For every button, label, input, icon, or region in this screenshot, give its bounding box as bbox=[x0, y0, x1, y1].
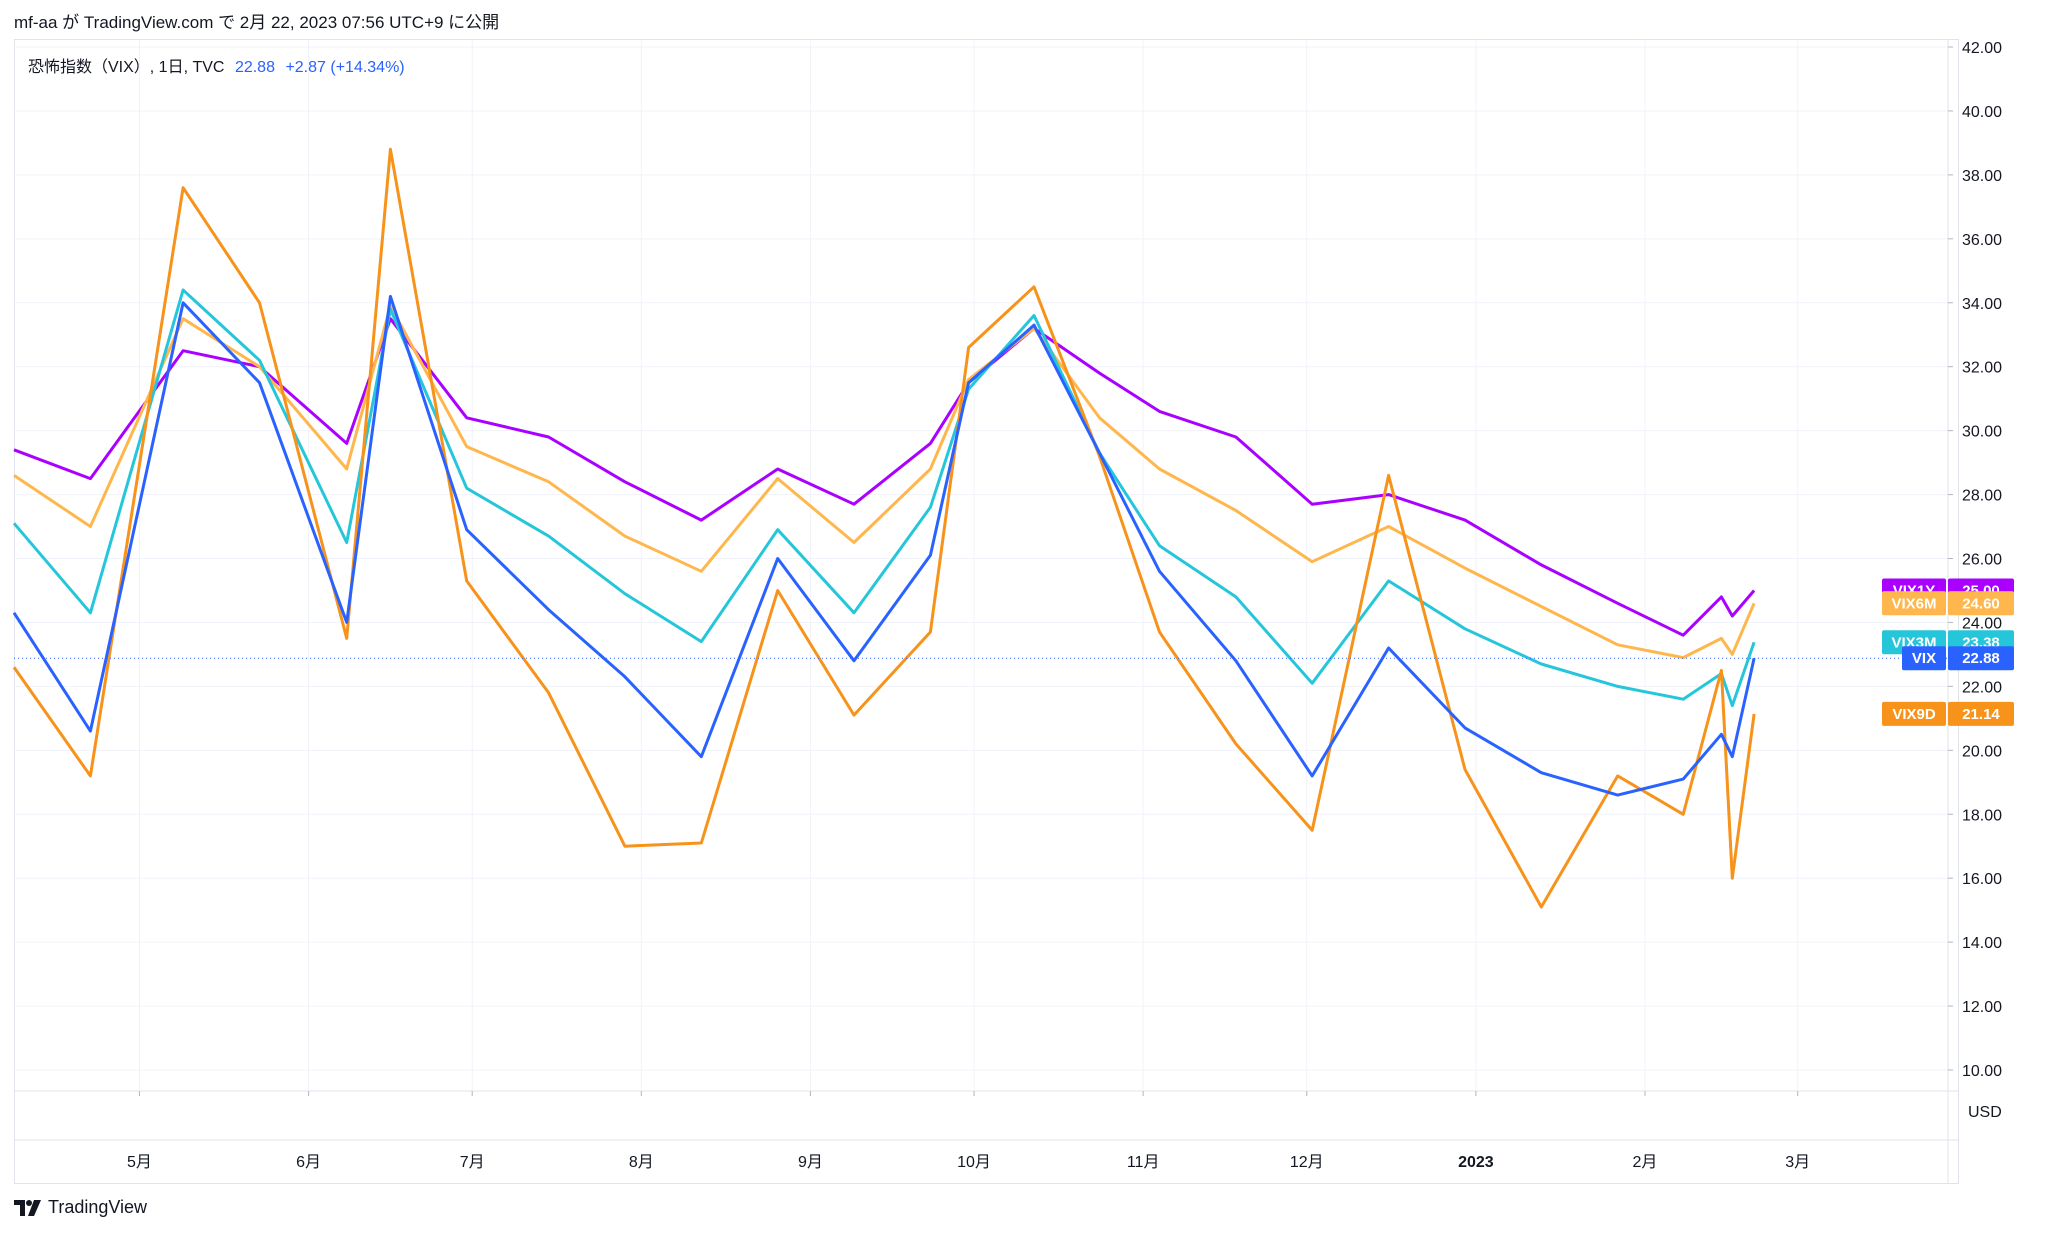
currency-label: USD bbox=[1968, 1104, 2002, 1121]
price-tag-value-bg bbox=[1948, 591, 2014, 616]
legend-symbol-name: 恐怖指数（VIX）, 1日, TVC bbox=[28, 59, 225, 76]
x-tick-label: 5月 bbox=[127, 1154, 152, 1171]
series-line-vix3m bbox=[12, 288, 1756, 708]
price-tag-value-bg bbox=[1948, 646, 2014, 671]
x-tick-label: 2023 bbox=[1458, 1154, 1494, 1171]
x-tick-label: 3月 bbox=[1785, 1154, 1810, 1171]
price-tag-value-bg bbox=[1948, 701, 2014, 726]
price-tag-name-bg bbox=[1902, 646, 1946, 671]
x-tick-label: 11月 bbox=[1127, 1154, 1160, 1171]
price-tag-name-bg bbox=[1882, 591, 1946, 616]
price-tag-vix9d: VIX9D 21.14 bbox=[1882, 701, 2014, 726]
series-line-vix9d bbox=[12, 147, 1756, 909]
price-axis: 42.00 40.00 38.00 36.00 34.00 32.00 30.00 28.00… bbox=[14, 40, 2002, 1183]
series-layer bbox=[12, 147, 1948, 909]
y-tick-label: 10.00 bbox=[1962, 1063, 2002, 1080]
legend-change: +2.87 (+14.34%) bbox=[285, 59, 405, 76]
tradingview-logo-icon bbox=[14, 1199, 41, 1216]
x-tick-label: 12月 bbox=[1290, 1154, 1324, 1171]
x-tick-label: 2月 bbox=[1633, 1154, 1658, 1171]
price-tag-value: 24.60 bbox=[1962, 595, 2000, 612]
grid-layer bbox=[14, 40, 1948, 1090]
y-tick-label: 14.00 bbox=[1962, 935, 2002, 952]
x-tick-label: 9月 bbox=[798, 1154, 823, 1171]
price-tag-name: VIX9D bbox=[1892, 706, 1936, 723]
symbol-legend[interactable]: 恐怖指数（VIX）, 1日, TVC 22.88 +2.87 (+14.34%) bbox=[28, 53, 411, 77]
y-tick-label: 42.00 bbox=[1962, 40, 2002, 57]
price-tag-vix6m: VIX6M 24.60 bbox=[1882, 591, 2014, 616]
series-line-vix6m bbox=[13, 304, 1756, 660]
price-tag-value: 21.14 bbox=[1962, 706, 2000, 723]
y-tick-label: 24.00 bbox=[1962, 615, 2002, 632]
y-tick-label: 40.00 bbox=[1962, 104, 2002, 121]
series-line-vix bbox=[12, 294, 1756, 797]
legend-last-price: 22.88 bbox=[234, 59, 275, 76]
tradingview-brand-text: TradingView bbox=[48, 1197, 148, 1217]
y-tick-label: 18.00 bbox=[1962, 807, 2002, 824]
price-tag-vix: VIX 22.88 bbox=[1902, 646, 2014, 671]
y-tick-label: 22.00 bbox=[1962, 679, 2002, 696]
price-tag-name-bg bbox=[1882, 701, 1946, 726]
y-tick-label: 20.00 bbox=[1962, 743, 2002, 760]
y-tick-label: 28.00 bbox=[1962, 488, 2002, 505]
x-tick-label: 6月 bbox=[296, 1154, 321, 1171]
y-tick-label: 16.00 bbox=[1962, 871, 2002, 888]
price-tag-name: VIX6M bbox=[1891, 595, 1936, 612]
price-tag-value: 22.88 bbox=[1962, 650, 2000, 667]
time-axis: 5月 6月 7月 8月 9月 10月 11月 12月 2023 2月 3月 bbox=[127, 1091, 1810, 1171]
y-tick-label: 32.00 bbox=[1962, 360, 2002, 377]
y-tick-label: 34.00 bbox=[1962, 296, 2002, 313]
price-tag-name: VIX bbox=[1912, 650, 1936, 667]
x-tick-label: 8月 bbox=[629, 1154, 654, 1171]
y-tick-label: 12.00 bbox=[1962, 999, 2002, 1016]
tradingview-logo[interactable]: TradingView bbox=[14, 1197, 147, 1218]
y-tick-label: 30.00 bbox=[1962, 424, 2002, 441]
y-tick-label: 36.00 bbox=[1962, 232, 2002, 249]
x-tick-label: 10月 bbox=[957, 1154, 991, 1171]
y-tick-label: 26.00 bbox=[1962, 552, 2002, 569]
y-tick-label: 38.00 bbox=[1962, 168, 2002, 185]
x-tick-label: 7月 bbox=[460, 1154, 485, 1171]
publish-caption: mf-aa が TradingView.com で 2月 22, 2023 07… bbox=[14, 13, 500, 32]
